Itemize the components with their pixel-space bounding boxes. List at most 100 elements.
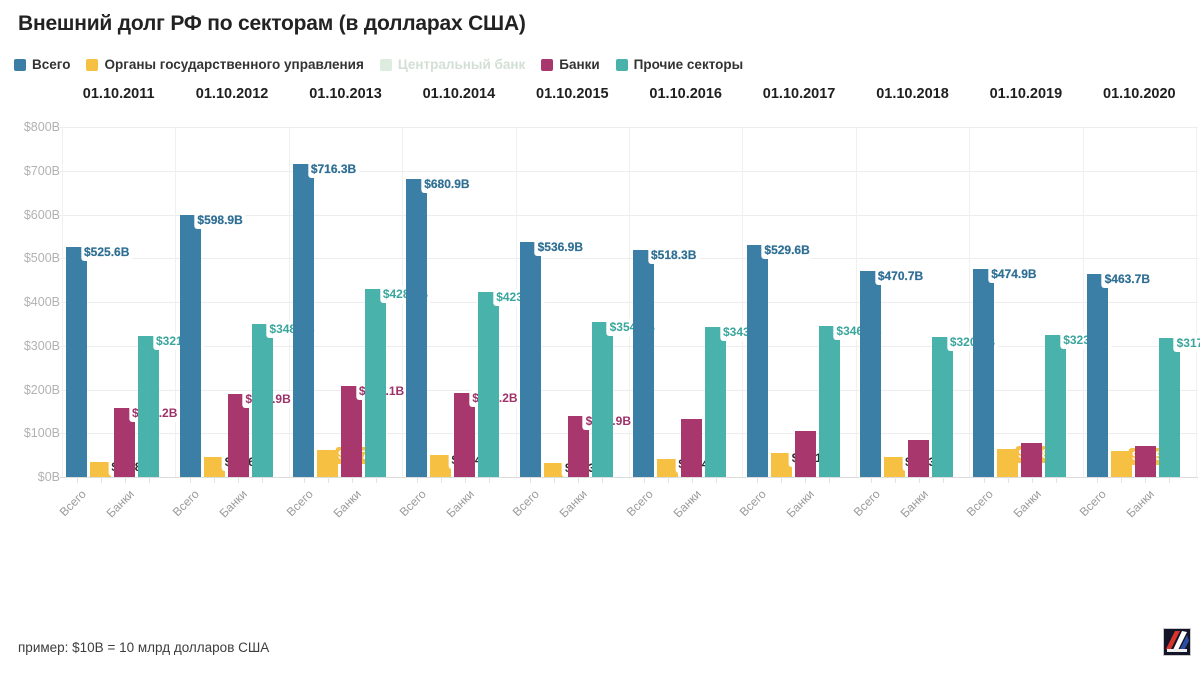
bar[interactable]: [591, 321, 613, 477]
page-title: Внешний долг РФ по секторам (в долларах …: [18, 12, 526, 35]
bar[interactable]: [365, 289, 386, 477]
bar[interactable]: [454, 392, 476, 477]
y-axis: $0B $100B $200B $300B $400B $500B $600B $700B $8…: [0, 86, 60, 506]
group-header-date: 01.10.2018: [876, 86, 949, 102]
gridline-horizontal: [60, 477, 1198, 478]
axis-tick: [757, 477, 759, 483]
bar[interactable]: [657, 459, 679, 477]
axis-tick: [148, 477, 150, 483]
legend-item-label: Органы государственного управления: [104, 57, 364, 72]
axis-tick: [805, 477, 807, 483]
group-header-date: 01.10.2013: [309, 86, 382, 102]
axis-tick: [303, 477, 305, 483]
bar[interactable]: [179, 214, 201, 477]
legend-item-1[interactable]: Органы государственного управления: [86, 57, 364, 72]
bar[interactable]: [90, 461, 112, 477]
axis-tick: [1169, 477, 1171, 483]
bar[interactable]: [908, 440, 929, 477]
y-axis-tick-label: $100B: [23, 426, 60, 441]
bar-value-label: $536.9B: [534, 239, 586, 257]
bar[interactable]: [138, 336, 160, 477]
bar[interactable]: [567, 415, 589, 477]
x-axis-category-label: Банки: [216, 487, 250, 521]
bar[interactable]: [884, 456, 905, 477]
axis-tick: [602, 477, 604, 483]
bar[interactable]: [705, 326, 727, 477]
axis-tick: [918, 477, 920, 483]
legend-item-3[interactable]: Банки: [541, 57, 600, 72]
legend-item-2[interactable]: Центральный банк: [379, 57, 525, 72]
group-header-date: 01.10.2012: [195, 86, 269, 102]
bar[interactable]: [973, 269, 995, 477]
legend-item-4[interactable]: Прочие секторы: [615, 57, 743, 72]
bar[interactable]: [794, 431, 816, 477]
gridline-vertical: [629, 127, 630, 477]
channel-logo: [1163, 628, 1191, 656]
axis-tick: [781, 477, 783, 483]
bar[interactable]: [251, 324, 273, 477]
bar[interactable]: [1110, 450, 1132, 477]
y-axis-tick-label: $200B: [23, 382, 60, 397]
bar[interactable]: [681, 418, 703, 477]
axis-tick: [530, 477, 532, 483]
axis-tick: [1145, 477, 1147, 483]
axis-tick: [351, 477, 353, 483]
bar[interactable]: [543, 462, 565, 477]
x-axis-category-label: Банки: [443, 487, 477, 521]
axis-tick: [76, 477, 78, 483]
bar[interactable]: [317, 449, 338, 477]
bar[interactable]: [203, 456, 225, 477]
footnote: пример: $10B = 10 млрд долларов США: [18, 640, 270, 655]
group-header-date: 01.10.2020: [1103, 86, 1176, 102]
bar[interactable]: [478, 291, 500, 477]
bar[interactable]: [932, 336, 953, 477]
axis-tick: [578, 477, 580, 483]
x-axis-category-label: Всего: [283, 487, 316, 520]
bar[interactable]: [406, 179, 428, 477]
x-axis-category-label: Банки: [1010, 487, 1044, 521]
bar[interactable]: [860, 271, 881, 477]
bar[interactable]: [293, 163, 314, 477]
bar[interactable]: [114, 408, 136, 477]
logo-icon: [1164, 629, 1190, 655]
bar-value-label: $525.6B: [81, 244, 133, 262]
legend-swatch-icon: [541, 58, 554, 71]
x-axis-category-label: Всего: [396, 487, 429, 520]
bar[interactable]: [1158, 337, 1180, 477]
gridline-vertical: [969, 127, 971, 477]
bar[interactable]: [430, 455, 452, 477]
group-header-date: 01.10.2015: [536, 86, 609, 102]
bar[interactable]: [519, 242, 541, 477]
bar[interactable]: [1045, 335, 1067, 477]
bar[interactable]: [66, 247, 88, 477]
bar[interactable]: [1086, 274, 1108, 477]
bar[interactable]: [341, 386, 362, 477]
bar[interactable]: [818, 325, 840, 477]
bar-value-label: $529.6B: [761, 242, 813, 260]
bar-value-label: $317.8B: [1173, 334, 1200, 352]
bar[interactable]: [997, 448, 1019, 477]
x-axis-category-label: Всего: [1077, 487, 1110, 520]
axis-tick: [1097, 477, 1099, 483]
x-axis-category-label: Банки: [103, 487, 137, 521]
y-axis-tick-label: $400B: [23, 295, 60, 309]
bar[interactable]: [633, 250, 655, 477]
bar[interactable]: [227, 393, 249, 477]
bar[interactable]: [1021, 443, 1043, 477]
bar[interactable]: [1134, 445, 1156, 477]
gridline-vertical: [288, 127, 290, 477]
x-axis-category-label: Всего: [963, 487, 996, 520]
axis-tick: [375, 477, 377, 483]
axis-tick: [1007, 477, 1009, 483]
legend-swatch-icon: [14, 58, 26, 71]
x-axis-category-label: Банки: [330, 487, 364, 521]
axis-tick: [942, 477, 944, 483]
axis-tick: [829, 477, 831, 483]
legend-item-0[interactable]: Всего: [14, 57, 70, 72]
bar[interactable]: [746, 245, 768, 477]
gridline-vertical: [175, 127, 177, 477]
bar[interactable]: [770, 453, 792, 477]
y-axis-tick-label: $600B: [23, 207, 60, 222]
legend-item-label: Банки: [559, 57, 600, 72]
axis-tick: [262, 477, 264, 483]
